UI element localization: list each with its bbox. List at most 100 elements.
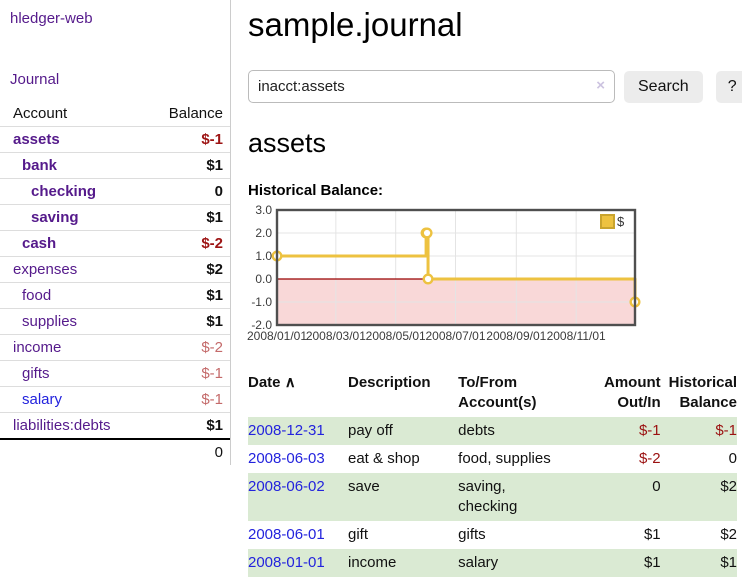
register-balance-cell: 0 (728, 450, 737, 467)
register-row: 2008-06-03 eat & shop food, supplies $-2 0 (248, 445, 737, 473)
account-name-cell: expenses (0, 256, 149, 283)
register-accounts-cell: debts (458, 422, 495, 439)
register-row: 2008-01-01 income salary $1 $1 (248, 549, 737, 577)
sidebar-account-link[interactable]: checking (31, 183, 97, 200)
register-row: 2008-06-01 gift gifts $1 $2 (248, 521, 737, 549)
sidebar-account-link[interactable]: food (22, 287, 52, 304)
account-row: food $1 (0, 282, 230, 309)
accounts-total-balance: 0 (148, 438, 230, 465)
register-description-cell: gift (348, 526, 369, 543)
account-name-cell: liabilities:debts (0, 412, 149, 440)
account-balance: $-2 (148, 334, 230, 361)
y-tick-label: 0.0 (255, 272, 272, 286)
register-date-cell: 2008-06-03 (248, 445, 348, 473)
x-tick-label: 2008/05/01 (366, 329, 426, 343)
transaction-date-link[interactable]: 2008-06-01 (248, 526, 325, 543)
historical-balance-chart: $3.0 2.0 1.0 0.0 -1.0 -2.0 2008/01/01 2008/03/0… (247, 203, 742, 348)
register-amount-cell: 0 (652, 478, 661, 495)
account-heading: assets (248, 128, 327, 158)
data-point-marker (422, 273, 434, 285)
account-row: liabilities:debts $1 (0, 412, 230, 440)
register-header-accounts: To/From Account(s) (458, 374, 537, 411)
account-balance: $1 (148, 204, 230, 231)
register-balance-cell: $1 (720, 554, 737, 571)
y-tick-label: 2.0 (255, 226, 272, 240)
sidebar-account-link[interactable]: supplies (22, 313, 78, 330)
account-balance: $-2 (148, 230, 230, 257)
transaction-date-link[interactable]: 2008-12-31 (248, 422, 325, 439)
page-title: sample.journal (248, 6, 463, 43)
account-balance: $1 (148, 152, 230, 179)
sidebar-account-link[interactable]: saving (31, 209, 79, 226)
register-balance-cell: $2 (720, 478, 737, 495)
register-description-cell: eat & shop (348, 450, 420, 467)
accounts-table: Account Balance assets $-1 bank $1 checking 0… (0, 101, 230, 465)
search-input-wrap: × (248, 70, 615, 103)
y-tick-label: 1.0 (255, 249, 272, 263)
register-date-cell: 2008-12-31 (248, 417, 348, 445)
register-accounts-cell: food, supplies (458, 450, 551, 467)
sidebar-account-link[interactable]: assets (13, 131, 60, 148)
account-balance: 0 (148, 178, 230, 205)
main-content: sample.journal × Search ? assets Histori… (247, 0, 742, 577)
legend-label: $ (617, 214, 625, 229)
account-row: bank $1 (0, 152, 230, 179)
account-name-cell: bank (0, 152, 149, 179)
register-header-date[interactable]: Date ∧ (248, 374, 296, 391)
account-row: income $-2 (0, 334, 230, 361)
accounts-header-account: Account (0, 101, 149, 127)
account-name-cell: saving (0, 204, 149, 231)
account-name-cell: gifts (0, 360, 149, 387)
clear-search-icon[interactable]: × (596, 77, 605, 94)
chart-title: Historical Balance: (248, 182, 384, 199)
account-balance: $-1 (148, 126, 230, 153)
transaction-date-link[interactable]: 2008-06-03 (248, 450, 325, 467)
register-description-cell: pay off (348, 422, 393, 439)
register-balance-cell: $2 (720, 526, 737, 543)
register-header-row: Date ∧ Description To/From Account(s) Am… (248, 369, 737, 417)
account-balance: $-1 (148, 360, 230, 387)
accounts-total-spacer (0, 438, 149, 465)
account-balance: $1 (148, 282, 230, 309)
sidebar-item-journal[interactable]: Journal (10, 71, 60, 88)
app-brand-link[interactable]: hledger-web (10, 10, 93, 27)
register-header-description: Description (348, 374, 431, 391)
help-button[interactable]: ? (715, 70, 742, 103)
account-name-cell: food (0, 282, 149, 309)
account-row: cash $-2 (0, 230, 230, 257)
sidebar-account-link[interactable]: cash (22, 235, 57, 252)
account-row: checking 0 (0, 178, 230, 205)
sidebar-account-link[interactable]: bank (22, 157, 58, 174)
register-accounts-cell: gifts (458, 526, 486, 543)
transaction-date-link[interactable]: 2008-01-01 (248, 554, 325, 571)
account-row: gifts $-1 (0, 360, 230, 387)
account-balance: $1 (148, 412, 230, 440)
register-date-cell: 2008-06-02 (248, 473, 348, 521)
register-date-cell: 2008-06-01 (248, 521, 348, 549)
legend-swatch (600, 214, 615, 229)
accounts-header-balance: Balance (148, 101, 230, 127)
y-tick-label: -1.0 (251, 295, 272, 309)
y-tick-label: -2.0 (251, 318, 272, 332)
search-input[interactable] (248, 70, 615, 103)
accounts-total-row: 0 (0, 438, 230, 465)
y-tick-label: 3.0 (255, 203, 272, 217)
register-amount-cell: $1 (643, 554, 661, 571)
sidebar-account-link[interactable]: salary (22, 391, 63, 408)
register-amount-cell: $-2 (638, 450, 661, 467)
x-tick-label: 2008/03/01 (306, 329, 366, 343)
account-row: saving $1 (0, 204, 230, 231)
sidebar-account-link[interactable]: expenses (13, 261, 78, 278)
account-name-cell: checking (0, 178, 149, 205)
register-table: Date ∧ Description To/From Account(s) Am… (248, 369, 737, 577)
transaction-date-link[interactable]: 2008-06-02 (248, 478, 325, 495)
register-description-cell: income (348, 554, 397, 571)
register-description-cell: save (348, 478, 380, 495)
account-name-cell: income (0, 334, 149, 361)
sidebar-account-link[interactable]: liabilities:debts (13, 417, 111, 434)
account-balance: $-1 (148, 386, 230, 413)
sidebar-account-link[interactable]: gifts (22, 365, 50, 382)
balance-chart-svg: $3.0 2.0 1.0 0.0 -1.0 -2.02008/01/012008/03/0… (247, 203, 641, 343)
sidebar-account-link[interactable]: income (13, 339, 62, 356)
search-button[interactable]: Search (624, 70, 703, 103)
